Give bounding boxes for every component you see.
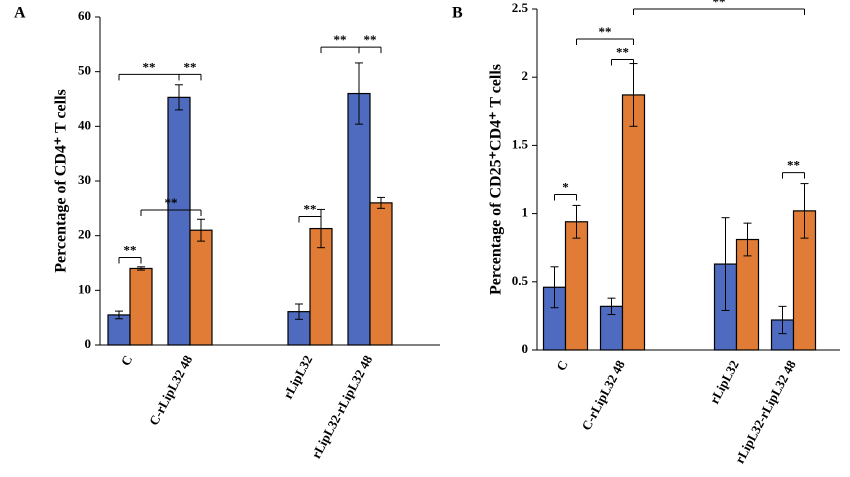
bar xyxy=(167,96,191,346)
significance: ** xyxy=(304,202,317,217)
y-tick-label: 0 xyxy=(85,336,92,351)
y-tick-label: 50 xyxy=(78,63,91,78)
bar xyxy=(347,92,371,346)
bar xyxy=(107,314,131,346)
significance: ** xyxy=(334,32,347,47)
x-tick-label: rLipL32 xyxy=(706,358,741,407)
bar xyxy=(369,202,393,346)
x-tick-label: rLipL32 xyxy=(280,353,315,402)
significance: ** xyxy=(713,0,726,9)
x-tick-label: C xyxy=(553,358,571,373)
x-tick-label: C xyxy=(118,353,136,368)
y-tick-label: 10 xyxy=(78,281,91,296)
significance: ** xyxy=(165,195,178,210)
y-tick-label: 1.5 xyxy=(512,136,529,151)
panel-label: A xyxy=(14,5,26,22)
y-tick-label: 60 xyxy=(78,8,91,23)
significance: ** xyxy=(616,44,629,59)
y-tick-label: 0.5 xyxy=(512,273,529,288)
y-tick-label: 30 xyxy=(78,172,91,187)
significance: ** xyxy=(364,32,377,47)
panel-label: B xyxy=(452,5,463,22)
bar xyxy=(189,229,213,346)
y-axis-title: Percentage of CD25⁺CD4⁺ T cells xyxy=(488,64,505,295)
significance: ** xyxy=(599,24,612,39)
x-tick-label: rLipL32-rLipL32 48 xyxy=(308,352,375,461)
x-tick-label: C-rLipL32 48 xyxy=(146,352,196,427)
significance: ** xyxy=(143,59,156,74)
y-axis-title: Percentage of CD4⁺ T cells xyxy=(53,89,70,273)
y-tick-label: 1 xyxy=(522,205,529,220)
y-tick-label: 0 xyxy=(522,341,529,356)
significance: * xyxy=(562,179,569,194)
bar xyxy=(621,94,646,351)
significance: ** xyxy=(124,243,137,258)
x-tick-label: C-rLipL32 48 xyxy=(578,357,628,432)
bar xyxy=(129,267,153,346)
y-tick-label: 2.5 xyxy=(512,0,529,15)
significance: ** xyxy=(184,59,197,74)
y-tick-label: 40 xyxy=(78,117,91,132)
x-tick-label: rLipL32-rLipL32 48 xyxy=(732,357,799,466)
bar xyxy=(564,221,589,351)
y-tick-label: 20 xyxy=(78,227,91,242)
significance: ** xyxy=(787,158,800,173)
y-tick-label: 2 xyxy=(522,68,529,83)
